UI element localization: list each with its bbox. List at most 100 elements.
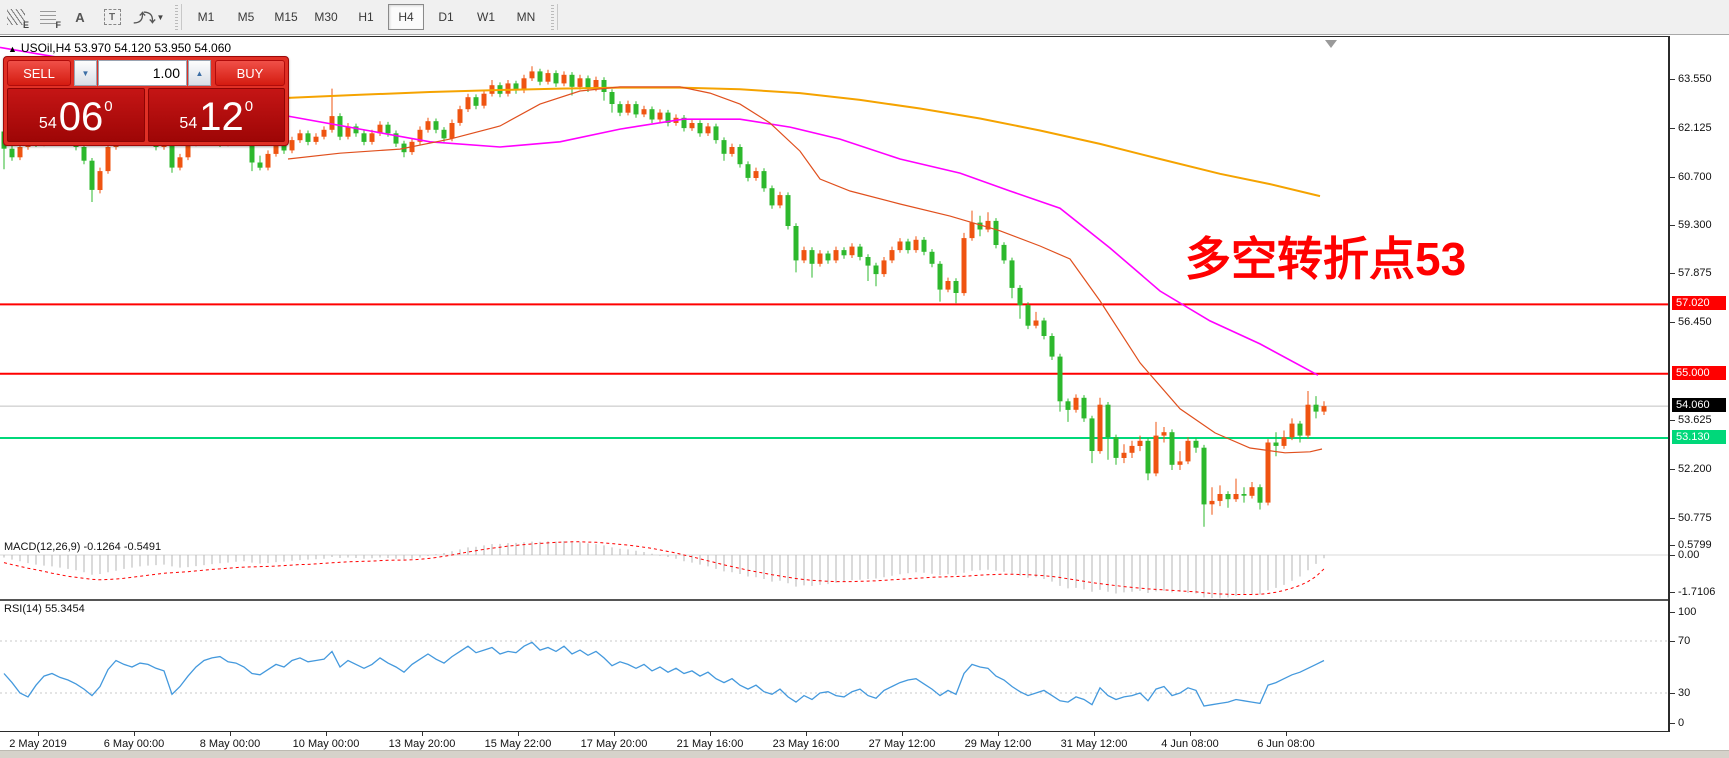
candle-body	[441, 129, 447, 139]
ask-point: 0	[244, 98, 254, 115]
candle-body	[1169, 432, 1175, 465]
timeframe-button-w1[interactable]: W1	[477, 10, 495, 24]
time-tick-label: 15 May 22:00	[484, 738, 552, 750]
ask-price-box[interactable]: 54 12 0	[147, 88, 285, 142]
candle-body	[985, 220, 991, 230]
price-tick-52.200: 52.200	[1678, 463, 1712, 475]
timeframe-button-m15[interactable]: M15	[274, 10, 298, 24]
candle-body	[289, 140, 295, 151]
ask-pips: 12	[199, 95, 244, 139]
candle-body	[353, 126, 359, 134]
timeframe-button-m5[interactable]: M5	[237, 10, 255, 24]
candle-body	[937, 263, 943, 290]
volume-increase-button[interactable]: ▲	[188, 60, 211, 86]
bid-price-box[interactable]: 54 06 0	[7, 88, 145, 142]
candle-body	[1137, 440, 1143, 446]
candle-body	[1113, 437, 1119, 458]
draw-channel-icon[interactable]: E	[1, 4, 31, 30]
candle-body	[1145, 440, 1151, 474]
chart-shift-marker-icon[interactable]	[1325, 40, 1337, 48]
time-tickmark	[1094, 732, 1095, 736]
candle-body	[1121, 452, 1127, 458]
sell-button[interactable]: SELL	[7, 60, 71, 86]
price-tick-59.300: 59.300	[1678, 219, 1712, 231]
candle-body	[1281, 437, 1287, 446]
volume-decrease-button[interactable]: ▼	[74, 60, 97, 86]
macd-tick--1.7106-tickmark	[1670, 592, 1675, 593]
one-click-trading-panel: SELL ▼ 1.00 ▲ BUY 54 06 0 54 12 0	[3, 56, 289, 146]
arrows-icon[interactable]: ⤴⤵ ▼	[129, 4, 169, 30]
rsi-label: RSI(14) 55.3454	[4, 603, 85, 615]
candlestick-chart[interactable]	[0, 37, 1668, 540]
price-tick-57.875-tickmark	[1670, 273, 1675, 274]
candle-body	[625, 104, 631, 113]
volume-input[interactable]: 1.00	[98, 60, 187, 86]
time-tickmark	[38, 732, 39, 736]
candle-body	[809, 250, 815, 264]
price-badge-57.020: 57.020	[1672, 296, 1726, 311]
symbol-ohlc-text: USOil,H4 53.970 54.120 53.950 54.060	[20, 41, 232, 55]
rsi-tick-30: 30	[1678, 687, 1691, 699]
candle-body	[825, 253, 831, 261]
candle-body	[177, 157, 183, 168]
candle-body	[641, 109, 647, 115]
timeframe-button-h4[interactable]: H4	[388, 4, 424, 30]
rsi-tick-70: 70	[1678, 635, 1691, 647]
price-tick-62.125-tickmark	[1670, 128, 1675, 129]
price-chart-panel[interactable]: ▲ USOil,H4 53.970 54.120 53.950 54.060 SE…	[0, 36, 1668, 542]
fibonacci-icon[interactable]: F	[33, 4, 63, 30]
time-tick-label: 17 May 20:00	[580, 738, 648, 750]
candle-body	[1129, 445, 1135, 453]
bid-pips: 06	[58, 95, 104, 139]
candle-body	[873, 265, 879, 275]
macd-indicator-panel[interactable]: MACD(12,26,9) -0.1264 -0.5491	[0, 539, 1668, 601]
ma-fast-orange	[287, 86, 1323, 454]
price-tick-59.300-tickmark	[1670, 225, 1675, 226]
candle-body	[337, 116, 343, 137]
timeframe-button-mn[interactable]: MN	[516, 10, 536, 24]
top-toolbar: E F A T ⤴⤵ ▼ M1 M5 M15 M30 H1 H4 D1 W1 MN	[0, 0, 1729, 35]
time-tick-label: 27 May 12:00	[868, 738, 936, 750]
candle-body	[345, 126, 351, 137]
rsi-indicator-panel[interactable]: RSI(14) 55.3454	[0, 601, 1668, 732]
candle-body	[505, 83, 511, 94]
price-tick-52.200-tickmark	[1670, 469, 1675, 470]
candle-body	[1001, 244, 1007, 261]
candle-body	[97, 171, 103, 190]
price-tick-56.450: 56.450	[1678, 316, 1712, 328]
candle-body	[865, 257, 871, 266]
collapse-arrow-icon[interactable]: ▲	[8, 44, 17, 54]
arrows-glyph: ⤴⤵	[133, 10, 156, 25]
chevron-down-icon: ▼	[156, 12, 165, 22]
candle-body	[377, 124, 383, 134]
candle-body	[273, 143, 279, 154]
timeframe-button-h1[interactable]: H1	[358, 10, 374, 24]
candle-body	[417, 129, 423, 142]
text-label-icon[interactable]: A	[65, 4, 95, 30]
time-tickmark	[806, 732, 807, 736]
candle-body	[929, 251, 935, 264]
candle-body	[473, 97, 479, 106]
timeframe-button-m1[interactable]: M1	[197, 10, 215, 24]
price-tick-63.550: 63.550	[1678, 73, 1712, 85]
candle-body	[737, 147, 743, 165]
candle-body	[537, 71, 543, 82]
macd-signal-line	[3, 541, 1325, 595]
price-tick-56.450-tickmark	[1670, 322, 1675, 323]
timeframe-button-d1[interactable]: D1	[438, 10, 454, 24]
price-badge-54.060: 54.060	[1672, 398, 1726, 413]
candle-body	[1305, 404, 1311, 436]
candle-body	[385, 124, 391, 134]
candle-body	[1153, 435, 1159, 474]
time-tickmark	[1286, 732, 1287, 736]
time-tick-label: 31 May 12:00	[1060, 738, 1128, 750]
buy-button[interactable]: BUY	[215, 60, 285, 86]
timeframe-button-m30[interactable]: M30	[314, 10, 338, 24]
candle-body	[993, 220, 999, 245]
candle-body	[257, 162, 263, 168]
candle-body	[801, 250, 807, 261]
candle-body	[753, 171, 759, 178]
candle-body	[513, 83, 519, 91]
price-axis[interactable]: 63.550 62.125 60.700 59.300 57.875 56.450 53.6…	[1668, 36, 1729, 757]
text-box-icon[interactable]: T	[97, 4, 127, 30]
